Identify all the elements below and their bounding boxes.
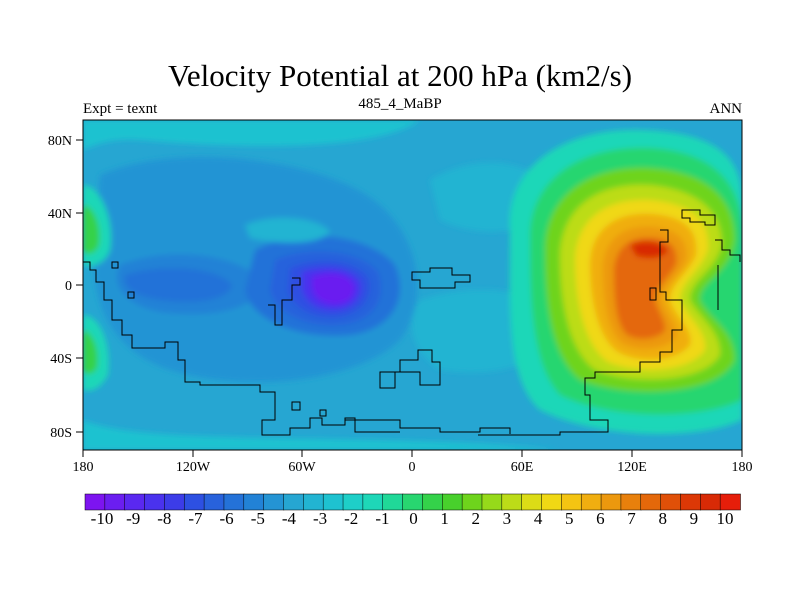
colorbar-swatch <box>422 493 444 511</box>
south-band <box>83 420 560 450</box>
colorbar-swatch <box>322 493 344 511</box>
island-5 <box>319 409 327 417</box>
y-tick-label: 80S <box>50 426 72 441</box>
colorbar-swatch <box>183 493 205 511</box>
colorbar <box>84 493 741 511</box>
high-layer-8 <box>614 237 677 339</box>
colorbar-swatch <box>382 493 404 511</box>
colorbar-swatch <box>223 493 245 511</box>
axis-ticks <box>76 139 743 457</box>
colorbar-label: -9 <box>126 509 140 528</box>
coastline-east <box>478 229 683 436</box>
light-patch-1 <box>245 217 330 243</box>
colorbar-label: 8 <box>658 509 667 528</box>
north-band <box>83 120 420 150</box>
colorbar-swatch <box>521 493 543 511</box>
colorbar-swatch <box>600 493 622 511</box>
colorbar-swatch <box>124 493 146 511</box>
colorbar-label: 4 <box>534 509 543 528</box>
y-tick-label: 80N <box>48 134 72 149</box>
island-2 <box>127 291 135 299</box>
colorbar-label: -1 <box>375 509 389 528</box>
x-tick-label: 60E <box>511 460 534 475</box>
season-label: ANN <box>709 101 743 117</box>
colorbar-label: -5 <box>251 509 265 528</box>
coastlines <box>83 209 741 436</box>
y-tick-label: 0 <box>65 279 72 294</box>
colorbar-swatch <box>362 493 384 511</box>
colorbar-label: 6 <box>596 509 605 528</box>
colorbar-swatch <box>263 493 285 511</box>
colorbar-swatch <box>501 493 523 511</box>
experiment-label: Expt = texnt <box>83 101 158 117</box>
island-6 <box>649 287 657 301</box>
colorbar-label: -4 <box>282 509 297 528</box>
colorbar-label: -2 <box>344 509 358 528</box>
colorbar-swatch <box>660 493 682 511</box>
coastline-east-asia <box>715 239 741 262</box>
colorbar-swatch <box>402 493 424 511</box>
colorbar-label: 3 <box>503 509 512 528</box>
colorbar-swatch <box>243 493 265 511</box>
colorbar-label: 10 <box>717 509 734 528</box>
colorbar-swatch <box>620 493 642 511</box>
colorbar-swatch <box>303 493 324 511</box>
coastline-antarctic-1 <box>344 419 511 434</box>
colorbar-label: 0 <box>409 509 418 528</box>
colorbar-swatch <box>84 493 106 511</box>
coastline-japan <box>681 209 716 226</box>
west-high-s-2 <box>83 330 98 374</box>
colorbar-swatch <box>481 493 503 511</box>
colorbar-label: 1 <box>440 509 449 528</box>
colorbar-swatch <box>640 493 662 511</box>
island-4 <box>291 401 301 411</box>
colorbar-swatch <box>144 493 166 511</box>
island-3 <box>379 349 441 389</box>
chart-title: Velocity Potential at 200 hPa (km2/s) <box>167 58 633 93</box>
x-tick-label: 180 <box>73 460 94 475</box>
colorbar-label: 2 <box>472 509 481 528</box>
x-tick-label: 180 <box>732 460 753 475</box>
colorbar-label: 9 <box>690 509 699 528</box>
colorbar-label: -3 <box>313 509 327 528</box>
colorbar-swatch <box>342 493 364 511</box>
colorbar-swatch <box>561 493 582 511</box>
colorbar-swatch <box>203 493 225 511</box>
colorbar-label: 5 <box>565 509 574 528</box>
colorbar-swatch <box>442 493 463 511</box>
case-label: 485_4_MaBP <box>358 96 442 112</box>
colorbar-labels: -10 -9 -8 -7 -6 -5 -4 -3 -2 -1 0 1 2 3 4 5 6 7 8 9 10 <box>91 509 734 528</box>
colorbar-swatch <box>700 493 721 511</box>
colorbar-label: -8 <box>157 509 171 528</box>
island-1 <box>111 261 119 269</box>
colorbar-swatch <box>719 493 741 511</box>
x-tick-label: 120W <box>176 460 211 475</box>
colorbar-label: -10 <box>91 509 114 528</box>
x-tick-label: 120E <box>617 460 647 475</box>
x-tick-label: 60W <box>288 460 316 475</box>
pacific-low-3 <box>124 267 232 302</box>
colorbar-swatch <box>104 493 126 511</box>
contour-field <box>83 120 742 450</box>
atlantic-low-core <box>312 273 355 305</box>
y-tick-label: 40S <box>50 352 72 367</box>
colorbar-swatch <box>541 493 563 511</box>
colorbar-swatch <box>164 493 185 511</box>
west-high-n-2 <box>83 205 100 254</box>
colorbar-swatch <box>461 493 483 511</box>
coastline-central-america <box>268 277 301 326</box>
coastline-south-america <box>83 261 400 436</box>
colorbar-swatch <box>580 493 602 511</box>
x-tick-label: 0 <box>409 460 416 475</box>
colorbar-label: -6 <box>220 509 234 528</box>
colorbar-label: 7 <box>627 509 636 528</box>
colorbar-swatch <box>680 493 702 511</box>
coastline-africa-north <box>411 267 471 289</box>
colorbar-label: -7 <box>188 509 203 528</box>
colorbar-swatch <box>283 493 305 511</box>
y-tick-label: 40N <box>48 207 72 222</box>
high-core <box>630 241 668 258</box>
